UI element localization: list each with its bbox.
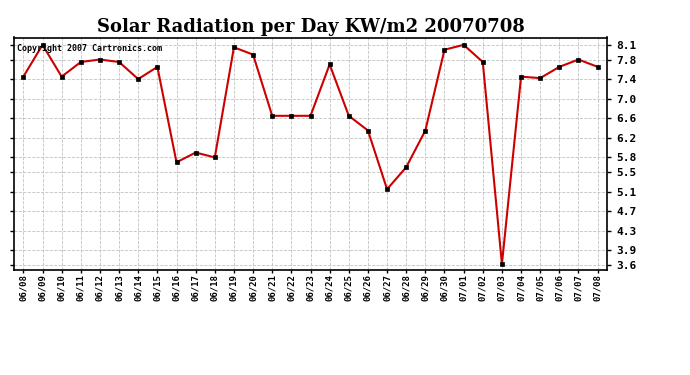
Text: Copyright 2007 Cartronics.com: Copyright 2007 Cartronics.com <box>17 45 161 54</box>
Title: Solar Radiation per Day KW/m2 20070708: Solar Radiation per Day KW/m2 20070708 <box>97 18 524 36</box>
